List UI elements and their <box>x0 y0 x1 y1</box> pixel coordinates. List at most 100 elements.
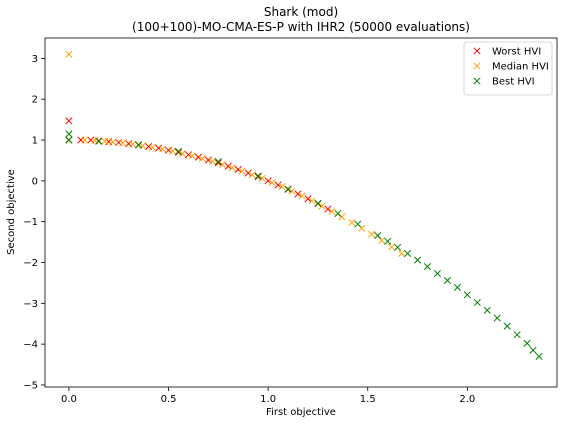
y-tick-label: −2 <box>23 258 38 269</box>
data-point <box>214 159 222 167</box>
data-point <box>178 149 187 158</box>
data-point <box>184 151 192 159</box>
legend-entry-label: Best HVI <box>492 77 535 88</box>
data-point <box>188 152 196 160</box>
data-point <box>368 230 376 238</box>
data-point <box>328 207 336 216</box>
data-point <box>404 249 412 258</box>
data-point <box>129 140 137 148</box>
data-point <box>254 173 262 181</box>
data-point <box>214 158 222 166</box>
series-1 <box>65 50 406 258</box>
data-point <box>204 156 212 164</box>
data-marks <box>65 50 543 360</box>
data-point <box>388 243 396 251</box>
y-tick-label: 2 <box>32 95 38 106</box>
data-point <box>294 190 302 198</box>
legend-entry-label: Median HVI <box>492 62 549 73</box>
legend-box <box>463 41 553 96</box>
data-point <box>65 136 73 144</box>
y-tick-label: −4 <box>23 340 38 351</box>
data-point <box>149 143 157 151</box>
data-point <box>503 322 511 330</box>
legend: Worst HVI Median HVI Best HVI <box>463 41 553 96</box>
y-tick-label: −3 <box>23 299 38 310</box>
data-point <box>413 256 422 264</box>
data-point <box>529 346 537 354</box>
x-tick-label: 0.0 <box>61 394 77 405</box>
axis-ticks: 0.0 0.5 1.0 1.5 2.0 3 2 1 0 −1 −2 −3 −4 −5 <box>23 54 475 405</box>
data-point <box>318 202 326 210</box>
data-point <box>433 269 442 278</box>
x-tick-label: 1.5 <box>360 394 376 405</box>
data-point <box>338 213 346 221</box>
data-point <box>268 178 276 187</box>
data-point <box>258 174 266 182</box>
data-point <box>374 232 382 240</box>
data-point <box>119 139 127 147</box>
data-point <box>218 160 226 169</box>
data-point <box>228 164 236 172</box>
x-axis-label: First objective <box>266 407 336 418</box>
data-point <box>254 172 262 180</box>
y-tick-label: 0 <box>32 176 38 187</box>
series-2 <box>65 130 543 360</box>
y-axis-label: Second objective <box>6 169 17 255</box>
data-point <box>523 339 531 347</box>
data-point <box>278 183 286 191</box>
data-point <box>238 167 246 175</box>
data-point <box>244 169 252 177</box>
plot-area <box>44 37 558 388</box>
y-tick-label: −5 <box>23 380 38 391</box>
data-point <box>135 141 143 149</box>
data-point <box>314 199 322 207</box>
data-point <box>423 263 432 271</box>
legend-marker <box>473 47 481 55</box>
legend-marker <box>473 77 481 85</box>
data-point <box>443 276 451 285</box>
data-point <box>95 137 103 145</box>
data-point <box>384 237 392 245</box>
data-point <box>174 148 183 156</box>
data-point <box>101 137 109 145</box>
data-point <box>109 138 117 146</box>
chart-subtitle: (100+100)-MO-CMA-ES-P with IHR2 (50000 e… <box>132 20 470 34</box>
data-point <box>394 243 402 251</box>
data-point <box>65 50 73 58</box>
data-point <box>168 147 177 155</box>
chart-title: Shark (mod) <box>264 5 338 19</box>
data-point <box>324 205 332 213</box>
data-point <box>354 220 362 228</box>
data-point <box>463 291 471 299</box>
data-point <box>378 236 386 245</box>
data-point <box>264 177 272 185</box>
x-tick-label: 1.0 <box>260 394 276 405</box>
legend-marker <box>473 62 481 70</box>
data-point <box>234 165 242 173</box>
data-point <box>334 209 342 218</box>
data-point <box>535 352 543 360</box>
data-point <box>308 197 316 205</box>
x-tick-label: 2.0 <box>459 394 475 405</box>
data-point <box>81 136 89 144</box>
data-point <box>65 130 73 138</box>
data-point <box>174 147 183 156</box>
data-point <box>274 181 282 189</box>
data-point <box>348 218 356 227</box>
legend-entry-label: Worst HVI <box>492 47 541 58</box>
data-point <box>453 283 461 291</box>
data-point <box>298 192 306 200</box>
data-point <box>483 306 491 314</box>
data-point <box>208 157 216 165</box>
data-point <box>513 331 521 339</box>
data-point <box>65 117 73 125</box>
data-point <box>224 162 232 170</box>
data-point <box>288 187 296 195</box>
data-point <box>284 185 292 193</box>
data-point <box>198 154 206 162</box>
data-point <box>304 195 312 203</box>
data-point <box>398 249 406 258</box>
x-tick-label: 0.5 <box>161 394 177 405</box>
y-tick-label: 3 <box>32 54 38 65</box>
